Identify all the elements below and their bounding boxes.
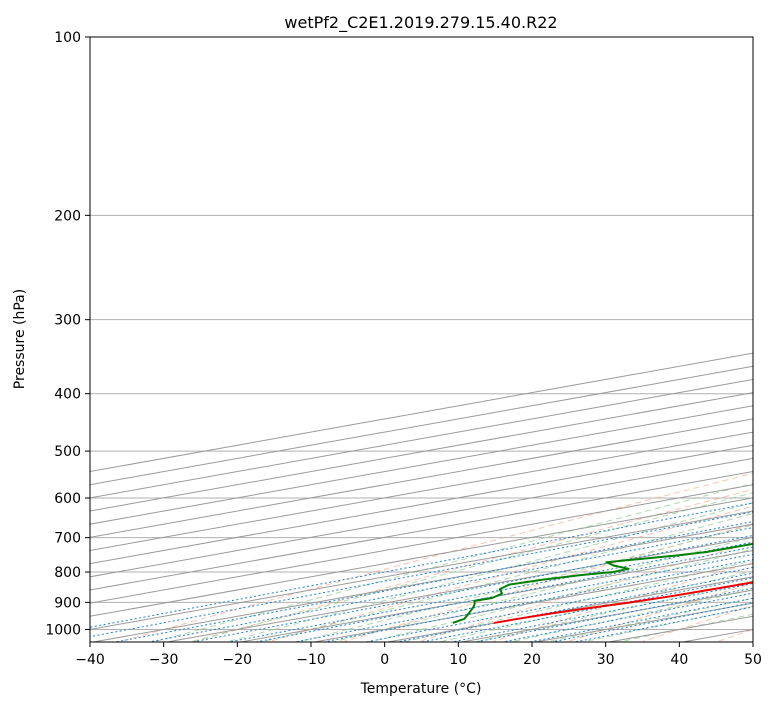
isotherm [90,471,753,591]
isotherm [90,497,753,617]
y-axis-label: Pressure (hPa) [12,289,28,389]
moist-adiabat [384,536,753,630]
y-tick-label: 800 [54,565,81,581]
x-axis-ticks: −40 −30 −20 −10 0 10 20 30 40 50 [75,642,762,668]
plot-frame [89,36,754,643]
moist-adiabat-lower [225,628,275,642]
isotherm [90,457,753,578]
x-tick-label: −30 [149,652,179,668]
dry-adiabat [417,542,753,642]
dry-adiabat [118,472,753,642]
mixing-ratio-line [421,577,753,642]
moist-adiabat-lower [189,628,238,642]
mixing-ratio-lines [90,502,753,642]
mixing-ratio-line [115,521,753,642]
isotherm [90,510,753,630]
y-tick-label: 600 [54,491,81,507]
moist-adiabat [237,492,753,630]
mixing-ratio-line [90,511,753,638]
isotherm [166,536,753,642]
isotherm [93,523,753,642]
x-tick-label: 40 [670,652,688,668]
y-tick-label: 200 [54,208,81,224]
y-tick-label: 400 [54,387,81,403]
dry-adiabat [193,488,753,642]
x-tick-label: −40 [75,652,105,668]
moist-adiabat-lower [582,628,643,642]
mixing-ratio-line [529,597,753,642]
x-tick-label: −10 [296,652,326,668]
chart-title: wetPf2_C2E1.2019.279.15.40.R22 [284,13,557,33]
isotherm [90,431,753,552]
moist-adiabat-lower [332,628,385,642]
mixing-ratio-line [475,587,753,642]
x-tick-label: 20 [523,652,541,668]
y-tick-label: 900 [54,595,81,611]
y-axis-ticks: 100 200 300 400 500 600 700 800 900 1000 [45,30,90,638]
mixing-ratio-line [148,527,753,642]
plot-background [90,37,753,642]
mixing-ratio-line [90,502,753,628]
mixing-ratio-line [294,553,753,642]
moist-adiabat [200,482,753,630]
x-tick-label: 30 [597,652,615,668]
x-tick-label: −20 [223,652,253,668]
isotherm [90,444,753,565]
y-tick-label: 300 [54,313,81,329]
moist-adiabat-lower [510,628,569,642]
y-tick-label: 1000 [45,622,81,638]
sounding-series [452,542,753,624]
x-tick-label: 10 [449,652,467,668]
moist-adiabat-lower [261,628,312,642]
moist-adiabat [495,570,753,630]
isotherm [90,484,753,604]
dewpoint-profile [452,542,753,624]
x-tick-label: 50 [744,652,762,668]
moist-adiabat [347,524,753,630]
y-tick-label: 100 [54,30,81,46]
moist-adiabat [458,560,753,630]
mixing-ratio-line [228,541,753,642]
x-axis-label: Temperature (°C) [360,681,482,697]
mixing-ratio-line [323,559,753,642]
moist-adiabat [274,502,753,630]
x-tick-label: 0 [380,652,389,668]
y-tick-label: 500 [54,444,81,460]
y-tick-label: 700 [54,531,81,547]
isotherms [90,352,753,642]
